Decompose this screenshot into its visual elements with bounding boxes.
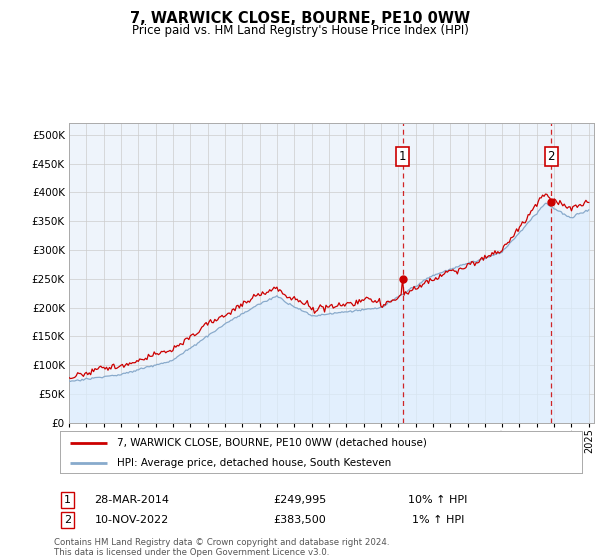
Text: 2: 2 — [64, 515, 71, 525]
Text: 28-MAR-2014: 28-MAR-2014 — [95, 495, 170, 505]
Text: Contains HM Land Registry data © Crown copyright and database right 2024.
This d: Contains HM Land Registry data © Crown c… — [54, 538, 389, 557]
Text: 1% ↑ HPI: 1% ↑ HPI — [412, 515, 464, 525]
Text: 2: 2 — [548, 150, 555, 162]
Text: Price paid vs. HM Land Registry's House Price Index (HPI): Price paid vs. HM Land Registry's House … — [131, 24, 469, 37]
Text: HPI: Average price, detached house, South Kesteven: HPI: Average price, detached house, Sout… — [118, 458, 392, 468]
Text: 10% ↑ HPI: 10% ↑ HPI — [409, 495, 467, 505]
Text: 7, WARWICK CLOSE, BOURNE, PE10 0WW: 7, WARWICK CLOSE, BOURNE, PE10 0WW — [130, 11, 470, 26]
Text: 1: 1 — [64, 495, 71, 505]
Text: 1: 1 — [399, 150, 406, 162]
Text: 7, WARWICK CLOSE, BOURNE, PE10 0WW (detached house): 7, WARWICK CLOSE, BOURNE, PE10 0WW (deta… — [118, 438, 427, 448]
Text: 10-NOV-2022: 10-NOV-2022 — [95, 515, 169, 525]
Text: £383,500: £383,500 — [274, 515, 326, 525]
Text: £249,995: £249,995 — [274, 495, 326, 505]
